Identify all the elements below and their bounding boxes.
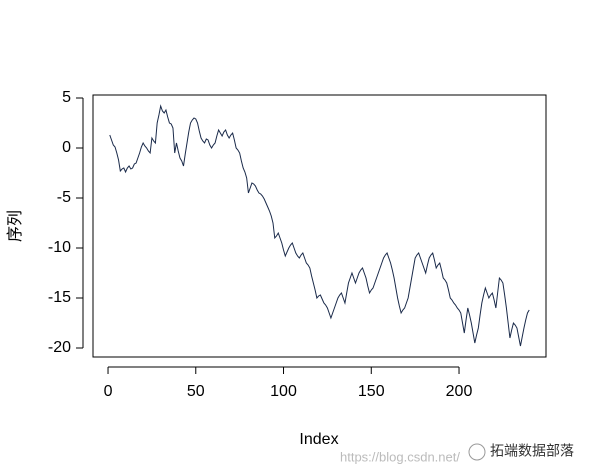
series-line <box>109 104 530 347</box>
y-tick-label: -15 <box>48 289 71 306</box>
y-tick-label: 5 <box>62 89 71 106</box>
x-tick-label: 0 <box>104 383 113 400</box>
y-tick-label: -10 <box>48 239 71 256</box>
x-tick-label: 150 <box>358 383 385 400</box>
brand: 拓端数据部落 <box>490 443 574 459</box>
x-tick-label: 200 <box>446 383 473 400</box>
plot-box <box>92 94 547 358</box>
y-tick-label: -20 <box>48 339 71 356</box>
watermark: https://blog.csdn.net/ <box>340 449 460 464</box>
x-tick-label: 100 <box>270 383 297 400</box>
brand-icon <box>468 443 486 461</box>
y-tick-label: 0 <box>62 139 71 156</box>
x-tick-label: 50 <box>187 383 205 400</box>
y-axis-label: 序列 <box>6 210 24 242</box>
y-tick-label: -5 <box>57 189 71 206</box>
x-axis-label: Index <box>299 431 338 448</box>
